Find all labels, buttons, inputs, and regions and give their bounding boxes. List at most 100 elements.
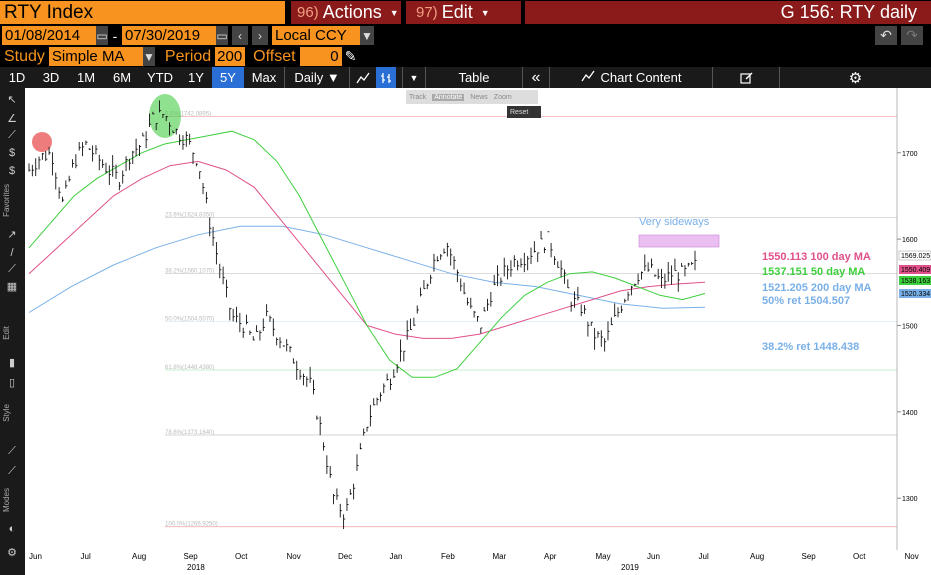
edit-label: Edit <box>441 2 473 22</box>
x-tick-label: Aug <box>132 552 147 561</box>
range-ytd[interactable]: YTD <box>147 70 173 85</box>
currency-select[interactable]: Local CCY <box>272 26 360 45</box>
pencil-icon[interactable]: ∠ <box>7 113 17 125</box>
chart-area[interactable]: 0.0%(1742.0895) 23.6%(1624.8350) 38.2%(156… <box>25 88 931 550</box>
offset-value: 0 <box>330 48 339 65</box>
trend-line-icon[interactable]: ⟋ <box>8 129 16 141</box>
delete-icon[interactable]: ▮ <box>8 357 16 369</box>
period-label: Period <box>164 47 212 65</box>
x-tick-label: Mar <box>492 552 507 561</box>
ray-icon[interactable]: ⟋ <box>8 263 16 275</box>
sideways-annotation: Very sideways <box>639 216 710 228</box>
track-button[interactable]: Track <box>409 93 427 101</box>
news-button[interactable]: News <box>470 93 488 101</box>
start-date-field[interactable]: 01/08/2014 <box>2 26 96 45</box>
x-tick-label: Jun <box>647 552 660 561</box>
window-title: G 156: RTY daily <box>525 1 931 24</box>
calendar-icon[interactable]: ▭ <box>96 26 108 45</box>
y-tick-label: 1300 <box>902 496 918 503</box>
collapse-icon[interactable]: « <box>531 68 541 86</box>
red-highlight-circle <box>32 132 52 152</box>
chevron-down-icon: ▼ <box>389 7 399 18</box>
range-1y[interactable]: 1Y <box>188 70 204 85</box>
style-label: Style <box>2 404 11 422</box>
level-icon[interactable]: $ <box>8 165 16 177</box>
edit-chart-icon[interactable] <box>713 67 779 88</box>
undo-icon[interactable]: ↶ <box>875 26 897 45</box>
range-max[interactable]: Max <box>251 70 277 85</box>
prev-arrow-icon[interactable]: ‹ <box>232 26 248 45</box>
price-chart[interactable]: 0.0%(1742.0895) 23.6%(1624.8350) 38.2%(156… <box>25 88 931 550</box>
offset-input[interactable]: 0 <box>299 47 342 66</box>
snap-icon[interactable]: ◐ <box>8 523 16 535</box>
end-date-field[interactable]: 07/30/2019 <box>122 26 216 45</box>
pencil-icon[interactable]: ✎ <box>344 48 357 64</box>
study-value: Simple MA <box>51 48 125 65</box>
y-tick-label: 1700 <box>902 151 918 158</box>
edit-num: 97) <box>416 4 438 21</box>
arrow-icon[interactable]: ↗ <box>7 229 17 241</box>
range-6m[interactable]: 6M <box>112 70 132 85</box>
line-style-icon[interactable]: ⟋ <box>8 465 16 477</box>
x-tick-label: Dec <box>338 552 353 561</box>
pointer-icon[interactable]: ↖ <box>7 94 17 106</box>
actions-menu[interactable]: 96) Actions ▼ <box>291 1 401 24</box>
ticker-field[interactable]: RTY Index <box>0 1 285 24</box>
reset-button[interactable]: Reset <box>507 106 541 118</box>
toolbar: 1D 3D 1M 6M YTD 1Y 5Y Max Daily ▼ ▼ Tabl… <box>0 67 931 88</box>
range-1d[interactable]: 1D <box>8 70 26 85</box>
modes-label: Modes <box>2 488 11 513</box>
period-input[interactable]: 200 <box>215 47 246 66</box>
chevron-down-icon[interactable]: ▼ <box>360 26 374 45</box>
chevron-down-icon[interactable]: ▼ <box>142 47 155 66</box>
ma50-line <box>28 130 706 378</box>
next-arrow-icon[interactable]: › <box>252 26 268 45</box>
ma200-line <box>28 225 706 313</box>
y-tick-label: 1600 <box>902 237 918 244</box>
table-button[interactable]: Table <box>458 70 490 85</box>
fibonacci-levels: 0.0%(1742.0895) 23.6%(1624.8350) 38.2%(156… <box>165 111 897 528</box>
zoom-button[interactable]: Zoom <box>493 93 512 101</box>
sideways-box <box>638 234 720 248</box>
calendar-icon[interactable]: ▭ <box>216 26 228 45</box>
price-tag-ma100-text: 1550.409 <box>901 267 930 274</box>
x-tick-label: Aug <box>750 552 765 561</box>
gear-icon[interactable]: ⚙ <box>848 69 863 87</box>
line-chart-icon[interactable] <box>350 67 376 88</box>
redo-icon[interactable]: ↷ <box>901 26 923 45</box>
start-date: 01/08/2014 <box>5 27 81 44</box>
price-tag-ma50: 1538.163 <box>899 276 931 285</box>
frequency-select[interactable]: Daily ▼ <box>294 70 340 85</box>
price-bars <box>28 100 697 530</box>
favorites-label: Favorites <box>2 184 11 217</box>
study-select[interactable]: Simple MA <box>48 47 143 66</box>
chart-content-label: Chart Content <box>600 70 682 85</box>
range-1m[interactable]: 1M <box>76 70 96 85</box>
x-axis: Jun Jul Aug Sep Oct Nov Dec Jan Feb Mar Apr May Jun J… <box>25 550 931 575</box>
price-tag-ma200: 1520.334 <box>899 289 931 298</box>
line-icon[interactable]: / <box>10 247 14 259</box>
fib-label: 50.0%(1504.5070) <box>165 317 214 323</box>
channel-icon[interactable]: ▦ <box>6 281 18 293</box>
chevron-down-icon[interactable]: ▼ <box>409 72 419 83</box>
gear-icon[interactable]: ⚙ <box>7 547 17 559</box>
edit-menu[interactable]: 97) Edit ▼ <box>406 1 521 24</box>
ret38-annotation: 38.2% ret 1448.438 <box>762 341 859 353</box>
chart-content-button[interactable]: Chart Content <box>550 67 712 88</box>
x-tick-label: May <box>595 552 611 561</box>
ma50-annotation: 1537.151 50 day MA <box>762 266 865 278</box>
bar-chart-icon[interactable] <box>376 67 396 88</box>
x-tick-label: Sep <box>183 552 198 561</box>
divider <box>522 67 523 88</box>
edit-label: Edit <box>2 326 11 340</box>
fibonacci-icon[interactable]: $ <box>8 147 16 159</box>
line-style-icon[interactable]: ⟋ <box>8 445 16 457</box>
x-tick-label: Oct <box>235 552 248 561</box>
annotate-button[interactable]: Annotate <box>432 93 465 101</box>
copy-icon[interactable]: ▯ <box>8 377 16 389</box>
divider <box>402 67 403 88</box>
range-3d[interactable]: 3D <box>42 70 60 85</box>
divider <box>284 67 285 88</box>
range-5y[interactable]: 5Y <box>212 67 244 88</box>
ma100-annotation: 1550.113 100 day MA <box>762 251 871 263</box>
